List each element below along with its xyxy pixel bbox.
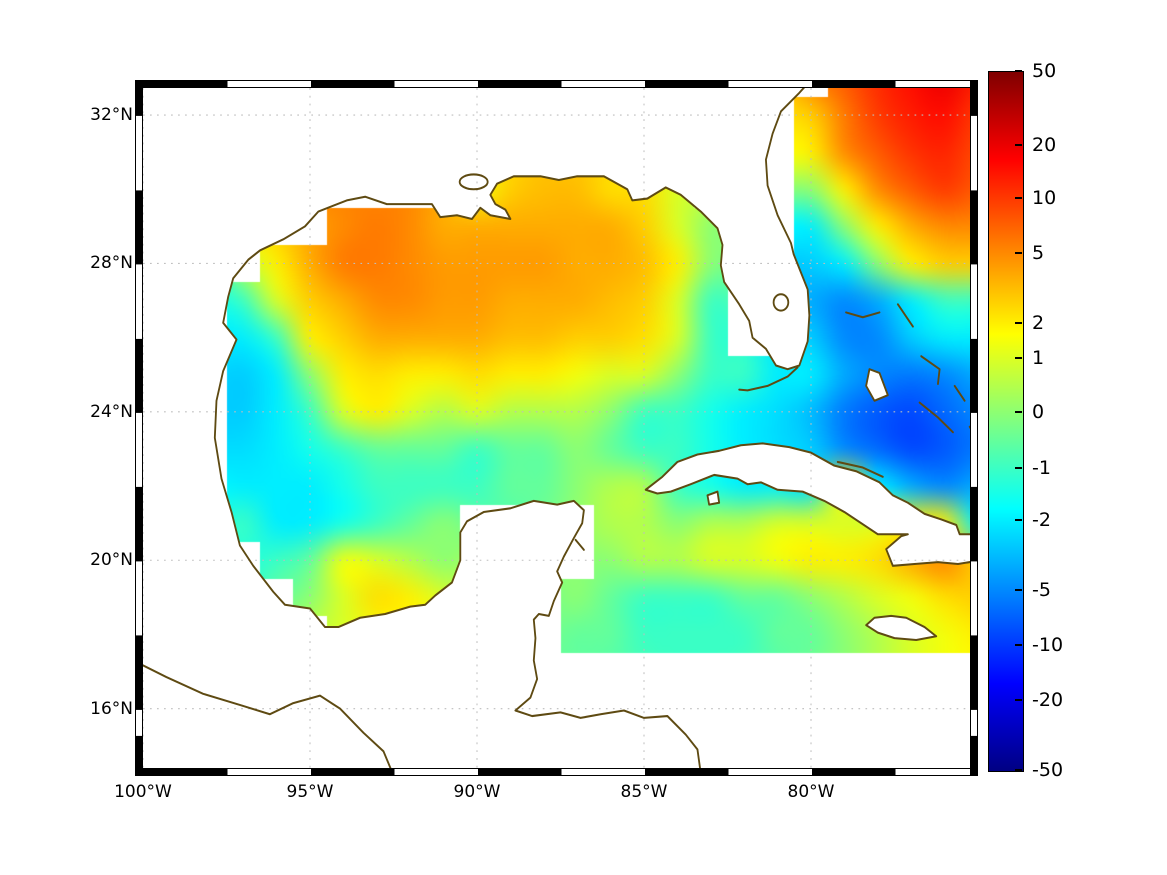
lat-tick-label: 28°N <box>90 253 133 274</box>
cuban-cays <box>836 460 884 478</box>
lake-pontchartrain <box>458 173 489 191</box>
colorbar-tick-label: 50 <box>1032 60 1057 82</box>
lat-tick-label: 24°N <box>90 401 133 422</box>
map-frame-right <box>970 80 978 776</box>
map-frame-bottom <box>135 768 978 776</box>
colorbar-tick-label: -10 <box>1032 633 1064 656</box>
colorbar-tick-label: 0 <box>1032 401 1045 424</box>
coastline-layer <box>143 88 970 768</box>
lat-tick-label: 20°N <box>90 550 133 571</box>
lake-okeechobee <box>772 293 790 312</box>
colorbar-tick <box>1015 70 1022 72</box>
colorbar-tick <box>1015 321 1022 324</box>
map-frame-left <box>135 80 143 776</box>
eleuthera-island <box>920 355 941 386</box>
lat-tick-label: 16°N <box>90 698 133 719</box>
colorbar-tick <box>1015 144 1022 147</box>
colorbar-tick <box>1015 643 1022 646</box>
colorbar-tick <box>1015 518 1022 521</box>
lon-tick-label: 85°W <box>620 782 668 802</box>
lon-tick-label: 100°W <box>114 782 172 802</box>
map-plot-area <box>143 88 970 768</box>
colorbar-tick-label: 1 <box>1032 347 1045 370</box>
florida-keys <box>738 366 799 392</box>
colorbar-tick <box>1015 769 1022 771</box>
lon-tick-label: 95°W <box>286 782 334 802</box>
colorbar-tick-label: -20 <box>1032 689 1064 712</box>
pacific-coastline <box>143 664 392 768</box>
lon-tick-label: 80°W <box>787 782 835 802</box>
colorbar-tick-label: 10 <box>1032 187 1057 210</box>
cat-island <box>953 384 966 402</box>
coastline-overlay <box>143 88 970 768</box>
colorbar-tick <box>1015 357 1022 360</box>
colorbar-tick <box>1015 251 1022 254</box>
colorbar-tick-label: -1 <box>1032 457 1051 480</box>
colorbar-tick <box>1015 411 1022 414</box>
lat-tick-label: 32°N <box>90 105 133 126</box>
colorbar <box>988 71 1024 772</box>
land-fill-layer <box>143 88 970 768</box>
colorbar-tick-label: 5 <box>1032 241 1045 264</box>
colorbar-tick-label: 20 <box>1032 134 1057 157</box>
colorbar-gradient <box>989 72 1023 771</box>
colorbar-tick-label: -5 <box>1032 578 1051 601</box>
colorbar-tick-label: 2 <box>1032 311 1045 334</box>
grand-bahama-island <box>845 311 881 319</box>
colorbar-tick-label: -50 <box>1032 759 1064 781</box>
colorbar-tick <box>1015 197 1022 200</box>
colorbar-tick-label: -2 <box>1032 508 1051 531</box>
colorbar-tick <box>1015 699 1022 702</box>
map-frame-top <box>135 80 978 88</box>
exuma-cays <box>918 401 954 434</box>
cozumel-island <box>574 538 585 551</box>
colorbar-tick <box>1015 588 1022 591</box>
lon-tick-label: 90°W <box>453 782 501 802</box>
abaco-island <box>896 303 914 328</box>
colorbar-tick <box>1015 467 1022 470</box>
